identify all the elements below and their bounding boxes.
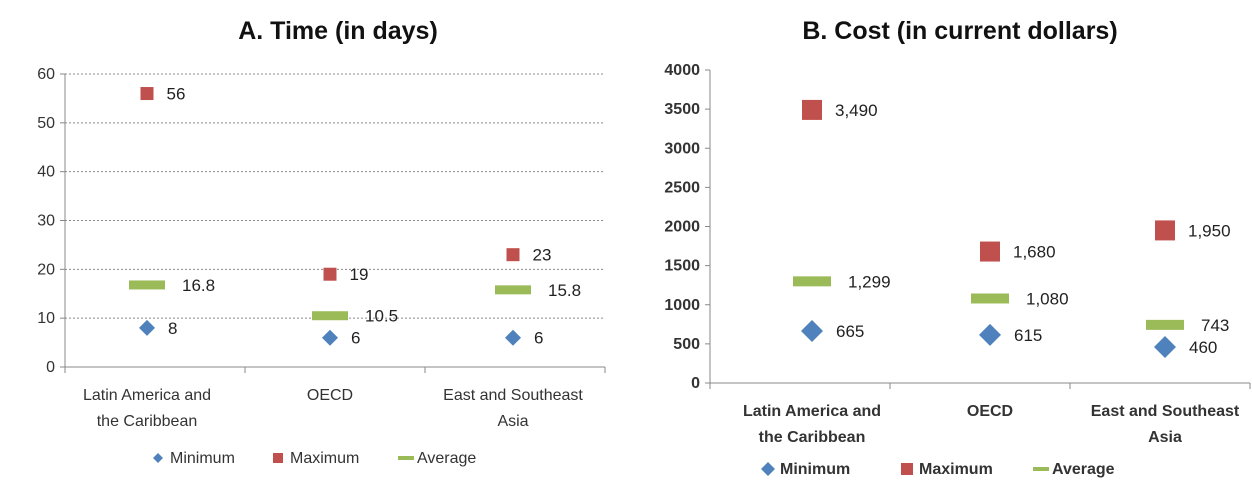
- average-marker: [129, 280, 165, 290]
- legend-average-swatch: [1033, 467, 1049, 471]
- minimum-marker: [322, 329, 338, 346]
- data-label: 460: [1189, 338, 1217, 357]
- data-label: 1,299: [848, 272, 891, 291]
- x-category-label: Asia: [497, 413, 528, 430]
- average-marker: [793, 276, 831, 287]
- legend-minimum-swatch: [761, 462, 775, 476]
- legend-maximum-swatch: [901, 463, 913, 475]
- legend-label: Average: [417, 450, 476, 467]
- x-category-label: the Caribbean: [759, 429, 866, 446]
- data-label: 6: [534, 329, 543, 348]
- y-tick-label: 10: [37, 310, 55, 327]
- average-marker: [1146, 319, 1184, 330]
- minimum-marker: [979, 323, 1001, 346]
- y-tick-label: 20: [37, 261, 55, 278]
- data-label: 15.8: [548, 281, 581, 300]
- legend-minimum-swatch: [153, 453, 163, 463]
- data-label: 1,950: [1188, 221, 1231, 240]
- maximum-marker: [323, 267, 337, 281]
- legend-label: Minimum: [780, 461, 850, 478]
- data-label: 3,490: [835, 101, 878, 120]
- minimum-marker: [1154, 336, 1176, 359]
- y-tick-label: 40: [37, 164, 55, 181]
- y-tick-label: 500: [673, 336, 700, 353]
- x-category-label: East and Southeast: [1091, 403, 1240, 420]
- y-tick-label: 1000: [664, 297, 700, 314]
- maximum-marker: [802, 99, 822, 120]
- maximum-marker: [140, 87, 154, 101]
- maximum-marker: [1155, 220, 1175, 241]
- x-category-label: Latin America and: [743, 403, 881, 420]
- minimum-marker: [801, 319, 823, 342]
- y-tick-label: 60: [37, 66, 55, 83]
- minimum-marker: [505, 329, 521, 346]
- x-category-label: the Caribbean: [97, 413, 198, 430]
- legend-label: Maximum: [919, 461, 993, 478]
- y-tick-label: 3000: [664, 140, 700, 157]
- average-marker: [971, 293, 1009, 304]
- average-marker: [495, 285, 531, 295]
- data-label: 10.5: [365, 307, 398, 326]
- y-tick-label: 3500: [664, 101, 700, 118]
- maximum-marker: [506, 248, 520, 262]
- x-category-label: OECD: [967, 403, 1013, 420]
- chart-title: A. Time (in days): [238, 17, 438, 45]
- chart-title: B. Cost (in current dollars): [802, 17, 1117, 45]
- y-tick-label: 30: [37, 213, 55, 230]
- x-category-label: Latin America and: [83, 387, 211, 404]
- data-label: 8: [168, 319, 177, 338]
- y-tick-label: 1500: [664, 258, 700, 275]
- data-label: 615: [1014, 326, 1042, 345]
- data-label: 6: [351, 329, 360, 348]
- x-category-label: Asia: [1148, 429, 1182, 446]
- y-tick-label: 2500: [664, 179, 700, 196]
- x-category-label: OECD: [307, 387, 353, 404]
- x-category-label: East and Southeast: [443, 387, 583, 404]
- data-label: 16.8: [182, 276, 215, 295]
- legend-label: Minimum: [170, 450, 235, 467]
- data-label: 743: [1201, 316, 1229, 335]
- legend-average-swatch: [398, 456, 414, 460]
- y-tick-label: 0: [46, 359, 55, 376]
- y-tick-label: 4000: [664, 62, 700, 79]
- chart-cost-in-current-dollars: B. Cost (in current dollars) 0 500 1000 1500…: [664, 17, 1251, 478]
- maximum-marker: [980, 241, 1000, 262]
- minimum-marker: [139, 319, 155, 336]
- legend-label: Average: [1052, 461, 1115, 478]
- y-tick-label: 2000: [664, 219, 700, 236]
- y-tick-label: 50: [37, 115, 55, 132]
- data-label: 665: [836, 322, 864, 341]
- data-label: 56: [167, 85, 186, 104]
- data-label: 19: [350, 265, 369, 284]
- data-label: 23: [533, 246, 552, 265]
- chart-time-in-days: A. Time (in days) 0 10 20 30 40 50 60 Latin Amer…: [37, 17, 606, 467]
- average-marker: [312, 311, 348, 321]
- data-label: 1,080: [1026, 289, 1069, 308]
- y-tick-label: 0: [691, 375, 700, 392]
- legend-label: Maximum: [290, 450, 359, 467]
- legend-maximum-swatch: [273, 453, 283, 463]
- data-label: 1,680: [1013, 243, 1056, 262]
